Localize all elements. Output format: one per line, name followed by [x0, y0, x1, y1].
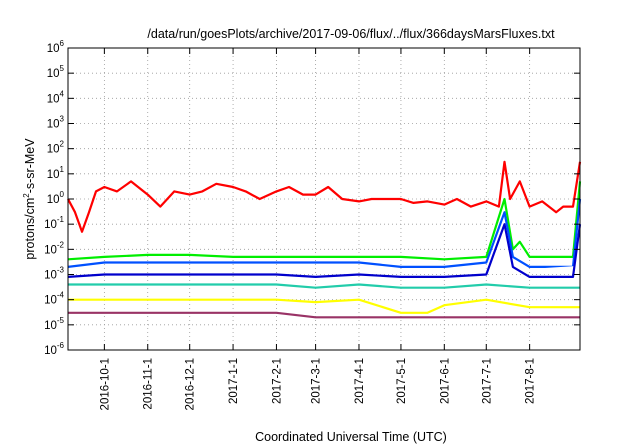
series-line-7 [68, 298, 580, 314]
x-tick-label: 2017-5-1 [396, 358, 408, 404]
series-group [67, 160, 582, 319]
grid [68, 47, 580, 351]
x-axis-label: Coordinated Universal Time (UTC) [255, 430, 447, 444]
y-tick-label: 104 [47, 89, 65, 105]
y-tick-label: 101 [47, 165, 65, 181]
y-tick-label: 10-1 [44, 215, 64, 231]
x-axis: 2016-10-1 2016-11-1 2016-12-1 2017-1-1 2017-… [99, 48, 537, 410]
y-tick-label: 10-6 [44, 341, 64, 357]
x-tick-label: 2017-6-1 [439, 358, 451, 404]
y-axis: 10-6 10-5 10-4 10-3 10-2 10-1 100 101 102 103 104 1… [44, 39, 580, 357]
y-tick-label: 102 [47, 140, 65, 156]
y-axis-label-pre: protons/cm [23, 198, 37, 260]
x-tick-label: 2016-10-1 [99, 358, 111, 410]
x-tick-label: 2017-1-1 [228, 358, 240, 404]
x-tick-label: 2017-3-1 [311, 358, 323, 404]
y-tick-label: 106 [47, 39, 65, 55]
y-tick-label: 10-2 [44, 240, 64, 256]
y-tick-label: 10-4 [44, 291, 64, 307]
y-tick-label: 10-5 [44, 316, 64, 332]
series-line-1 [67, 160, 582, 233]
series-line-2 [67, 181, 582, 261]
y-tick-label: 103 [47, 115, 65, 131]
y-tick-label: 100 [47, 190, 65, 206]
x-tick-label: 2017-2-1 [271, 358, 283, 404]
y-axis-label: protons/cm2-s-sr-MeV [22, 138, 37, 260]
y-tick-label: 10-3 [44, 266, 64, 282]
series-line-3 [67, 198, 582, 268]
x-tick-label: 2017-4-1 [354, 358, 366, 404]
y-axis-label-sup: 2 [22, 193, 31, 198]
x-tick-label: 2016-12-1 [185, 358, 197, 410]
chart-title: /data/run/goesPlots/archive/2017-09-06/f… [147, 27, 555, 41]
series-line-8 [68, 311, 580, 319]
y-tick-label: 105 [47, 64, 65, 80]
x-tick-label: 2017-8-1 [525, 358, 537, 404]
y-axis-label-post: -s-sr-MeV [23, 138, 37, 194]
x-tick-label: 2016-11-1 [143, 358, 155, 410]
series-line-6 [68, 283, 580, 289]
x-tick-label: 2017-7-1 [481, 358, 493, 404]
series-line-4 [67, 265, 581, 272]
series-line-5 [67, 223, 582, 278]
